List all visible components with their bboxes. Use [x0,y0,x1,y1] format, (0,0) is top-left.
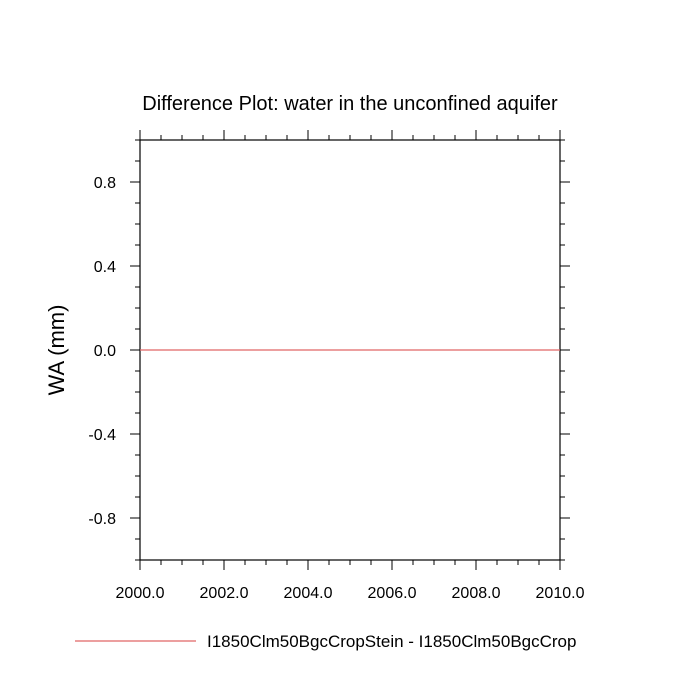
y-axis-label: WA (mm) [44,305,69,396]
legend: I1850Clm50BgcCropStein - I1850Clm50BgcCr… [75,632,576,651]
y-tick-label: -0.4 [88,427,116,444]
y-tick-label: 0.8 [94,175,116,192]
x-tick-label: 2010.0 [536,585,585,602]
y-tick-label: 0.4 [94,259,116,276]
legend-label: I1850Clm50BgcCropStein - I1850Clm50BgcCr… [207,632,576,651]
x-tick-label: 2006.0 [368,585,417,602]
x-tick-label: 2004.0 [284,585,333,602]
y-tick-label: 0.0 [94,343,116,360]
x-tick-label: 2002.0 [200,585,249,602]
y-tick-label: -0.8 [88,511,116,528]
axis-ticks [130,130,570,570]
axis-tick-labels: 2000.0 2002.0 2004.0 2006.0 2008.0 2010.0 0.8 0… [88,175,584,602]
x-tick-label: 2000.0 [116,585,165,602]
x-tick-label: 2008.0 [452,585,501,602]
chart-title: Difference Plot: water in the unconfined… [142,93,558,115]
